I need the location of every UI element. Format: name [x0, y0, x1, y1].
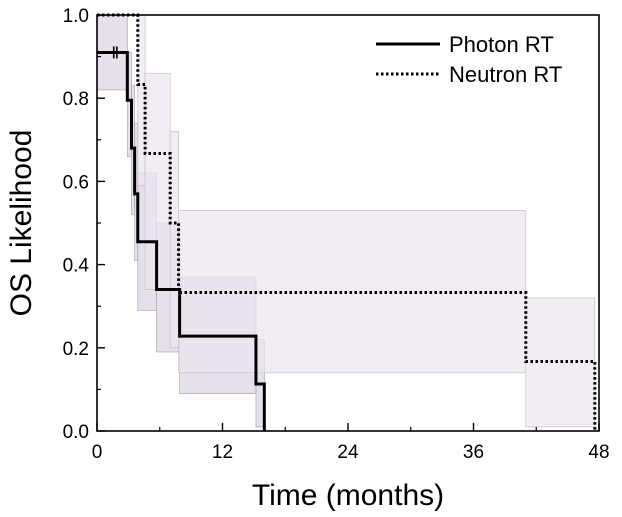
- y-tick-label: 0.6: [63, 172, 89, 193]
- y-tick-label: 1.0: [63, 6, 89, 27]
- legend-label-photon-rt: Photon RT: [449, 32, 554, 57]
- x-tick-label: 48: [588, 442, 609, 463]
- x-axis-title: Time (months): [252, 479, 444, 512]
- y-tick-label: 0.4: [63, 256, 90, 277]
- x-tick-label: 36: [463, 442, 484, 463]
- y-tick-label: 0.2: [63, 339, 89, 360]
- y-tick-label: 0.8: [63, 89, 89, 110]
- legend: Photon RT Neutron RT: [376, 32, 562, 87]
- y-tick-label: 0.0: [63, 422, 89, 443]
- survival-curves: [97, 13, 597, 431]
- legend-label-neutron-rt: Neutron RT: [449, 62, 562, 87]
- x-axis-ticks: 0 12 24 36 48: [92, 423, 610, 463]
- y-axis-title: OS Likelihood: [5, 130, 38, 317]
- censor-marks: [112, 46, 118, 59]
- y-axis-ticks: 0.0 0.2 0.4 0.6 0.8 1.0: [63, 6, 105, 443]
- x-tick-label: 12: [212, 442, 233, 463]
- survival-curve-photon-rt: [97, 50, 266, 431]
- x-tick-label: 0: [92, 442, 103, 463]
- survival-curve-neutron-rt: [97, 13, 597, 431]
- x-tick-label: 24: [337, 442, 359, 463]
